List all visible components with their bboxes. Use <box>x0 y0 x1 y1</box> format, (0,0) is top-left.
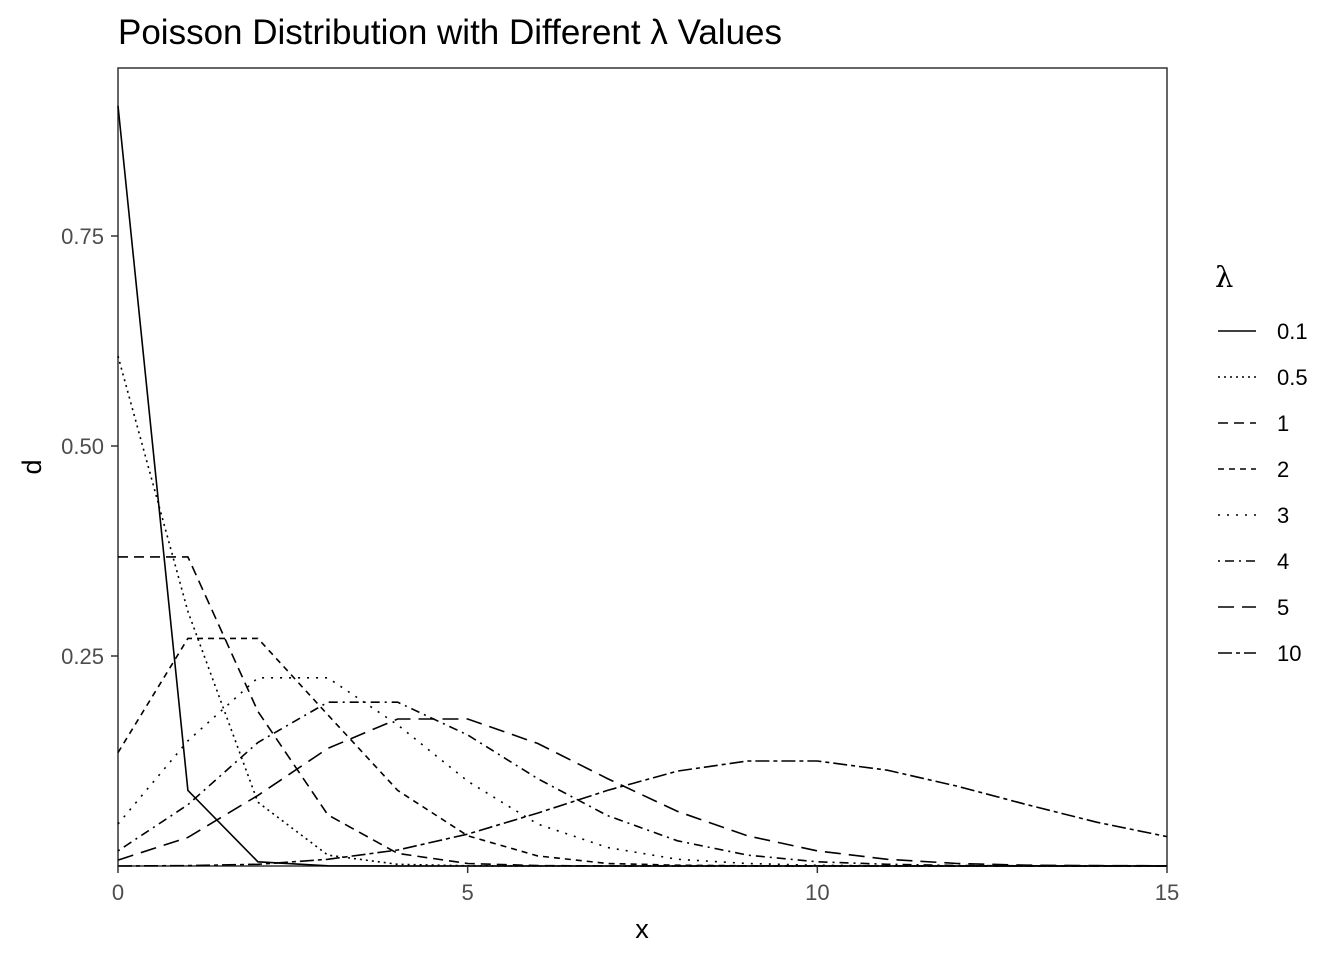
series-line-0-5 <box>117 355 1167 867</box>
series-line-4 <box>117 701 1167 867</box>
series-line-1 <box>118 556 1167 867</box>
y-tick-label: 0.25 <box>61 644 104 669</box>
plot-panel-border <box>117 67 1168 867</box>
legend: λ 0.1 0.5 1 2 3 4 5 10 <box>1215 260 1308 666</box>
x-tick-label: 10 <box>805 880 829 905</box>
legend-label: 10 <box>1277 641 1301 666</box>
x-axis-title: x <box>635 914 649 944</box>
y-tick-label: 0.50 <box>61 434 104 459</box>
series-line-3 <box>117 676 1167 867</box>
x-tick-label: 15 <box>1155 880 1179 905</box>
legend-label: 5 <box>1277 595 1289 620</box>
legend-label: 1 <box>1277 411 1289 436</box>
series-line-2 <box>117 637 1167 867</box>
series-line-5 <box>117 718 1168 867</box>
y-axis-title: d <box>17 459 47 474</box>
legend-label: 3 <box>1277 503 1289 528</box>
x-tick-label: 0 <box>112 880 124 905</box>
legend-label: 0.1 <box>1277 319 1308 344</box>
series-line-0-1 <box>117 105 1167 867</box>
series-lines <box>117 105 1168 867</box>
y-tick-label: 0.75 <box>61 224 104 249</box>
x-tick-label: 5 <box>462 880 474 905</box>
legend-label: 0.5 <box>1277 365 1308 390</box>
y-axis: 0.25 0.50 0.75 <box>61 224 118 669</box>
chart-title: Poisson Distribution with Different λ Va… <box>118 13 782 52</box>
legend-label: 4 <box>1277 549 1289 574</box>
x-axis: 0 5 10 15 <box>112 866 1179 905</box>
legend-label: 2 <box>1277 457 1289 482</box>
legend-title: λ <box>1215 260 1233 294</box>
series-line-10 <box>117 760 1168 867</box>
